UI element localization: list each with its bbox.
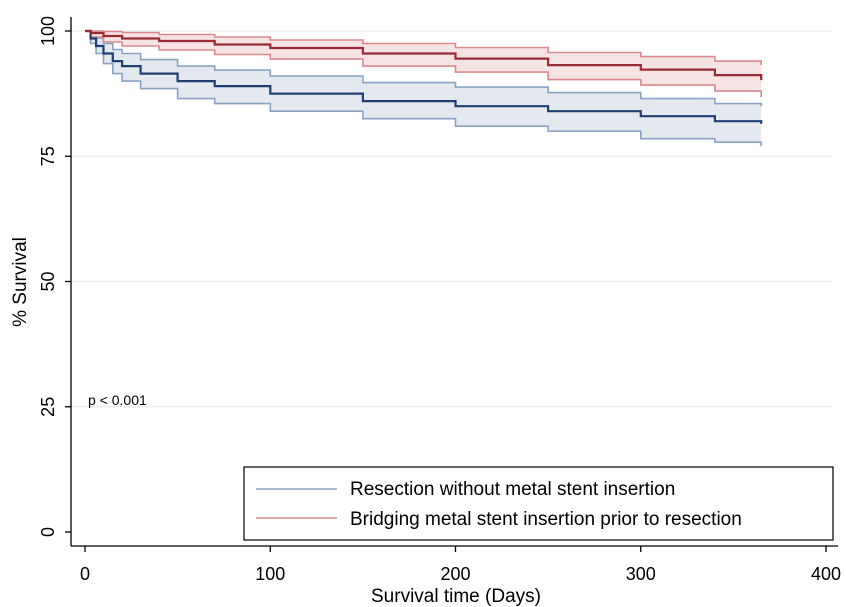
x-tick-label-100: 100 — [255, 564, 285, 584]
y-tick-label-0: 0 — [38, 527, 58, 537]
confidence-band-1 — [85, 31, 762, 98]
upper-bound-line-1 — [85, 30, 762, 66]
lower-bound-line-1 — [85, 30, 762, 98]
confidence-bands — [85, 30, 762, 147]
y-tick-label-50: 50 — [38, 271, 58, 291]
survival-curve-1 — [85, 29, 763, 81]
y-tick-label-25: 25 — [38, 397, 58, 417]
x-tick-label-200: 200 — [440, 564, 470, 584]
survival-curve-0 — [85, 29, 763, 124]
y-tick-label-100: 100 — [38, 16, 58, 46]
y-axis-title: % Survival — [10, 237, 31, 327]
x-tick-labels: 0 100 200 300 400 — [80, 564, 841, 584]
x-tick-label-300: 300 — [626, 564, 656, 584]
p-value-annotation: p < 0.001 — [88, 392, 147, 408]
legend-label-bridging: Bridging metal stent insertion prior to … — [350, 509, 742, 530]
survival-curves — [85, 29, 763, 124]
legend-label-resection: Resection without metal stent insertion — [350, 479, 675, 500]
y-tick-labels: 0 25 50 75 100 — [38, 16, 58, 537]
y-tick-label-75: 75 — [38, 146, 58, 166]
x-tick-label-400: 400 — [811, 564, 841, 584]
legend-box — [243, 466, 834, 541]
x-tick-label-0: 0 — [80, 564, 90, 584]
plot-axes — [65, 17, 838, 552]
legend: Resection without metal stent insertion … — [243, 466, 834, 541]
confidence-band-0 — [85, 31, 762, 147]
gridlines — [71, 30, 832, 408]
x-axis-title: Survival time (Days) — [371, 586, 541, 607]
